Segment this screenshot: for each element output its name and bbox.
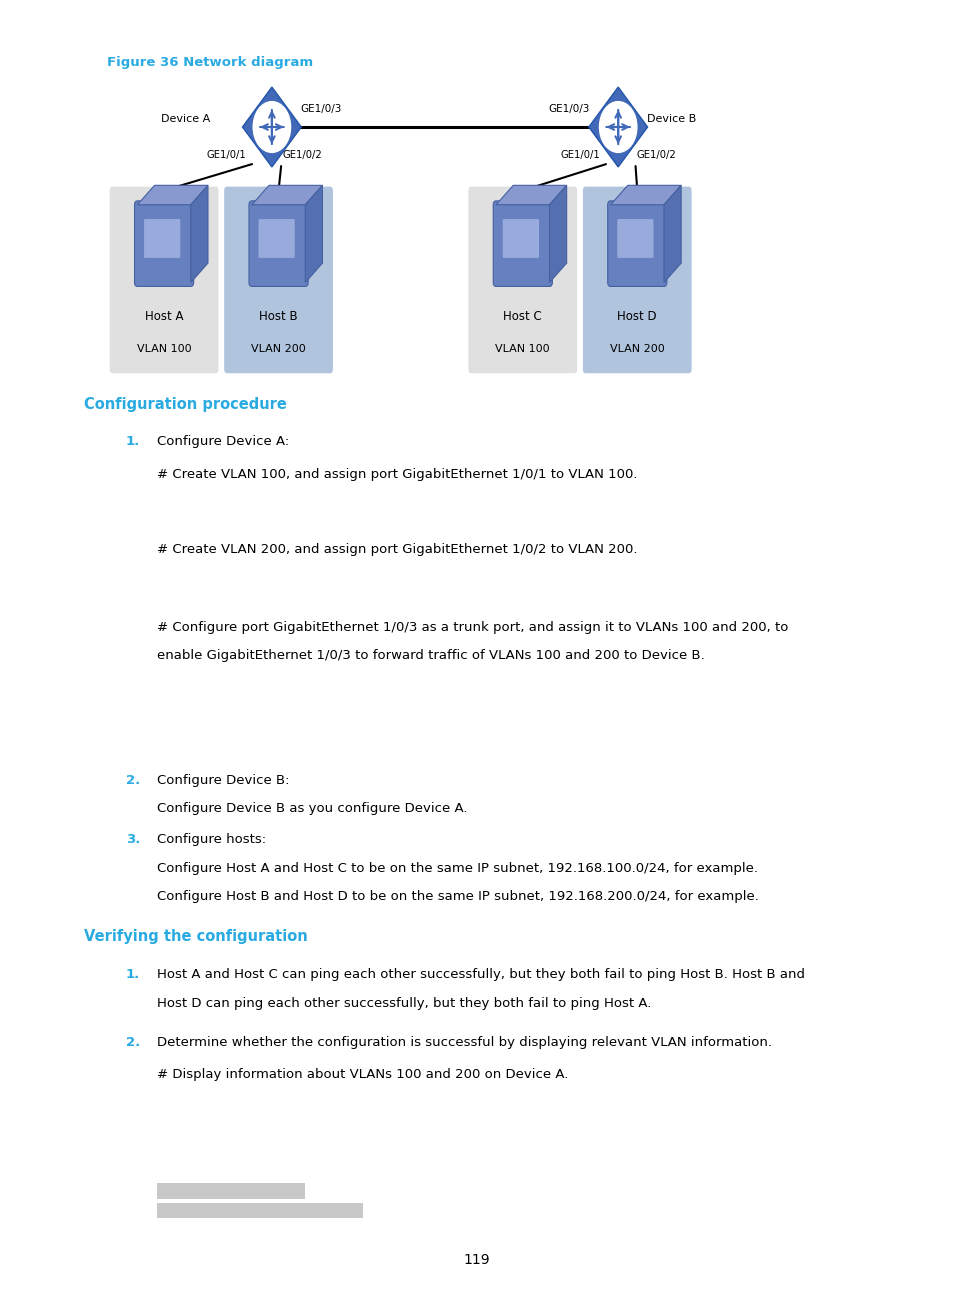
Polygon shape	[588, 87, 647, 167]
FancyBboxPatch shape	[157, 1203, 362, 1218]
Text: VLAN 200: VLAN 200	[609, 343, 664, 354]
Text: 3.: 3.	[126, 833, 140, 846]
Text: 119: 119	[463, 1253, 490, 1267]
Polygon shape	[252, 185, 322, 205]
FancyBboxPatch shape	[617, 219, 653, 258]
Text: 1.: 1.	[126, 968, 140, 981]
FancyBboxPatch shape	[582, 187, 691, 373]
Text: Configure Device B:: Configure Device B:	[157, 774, 290, 787]
FancyBboxPatch shape	[224, 187, 333, 373]
Text: # Display information about VLANs 100 and 200 on Device A.: # Display information about VLANs 100 an…	[157, 1068, 568, 1081]
FancyBboxPatch shape	[110, 187, 218, 373]
Text: Device B: Device B	[646, 114, 696, 124]
Text: Configure hosts:: Configure hosts:	[157, 833, 266, 846]
Text: VLAN 100: VLAN 100	[136, 343, 192, 354]
FancyBboxPatch shape	[157, 1183, 305, 1199]
FancyBboxPatch shape	[607, 201, 666, 286]
Text: Configure Device B as you configure Device A.: Configure Device B as you configure Devi…	[157, 802, 467, 815]
Text: 2.: 2.	[126, 1036, 140, 1048]
Text: Determine whether the configuration is successful by displaying relevant VLAN in: Determine whether the configuration is s…	[157, 1036, 772, 1048]
FancyBboxPatch shape	[144, 219, 180, 258]
Text: VLAN 200: VLAN 200	[251, 343, 306, 354]
FancyBboxPatch shape	[258, 219, 294, 258]
Text: Host A and Host C can ping each other successfully, but they both fail to ping H: Host A and Host C can ping each other su…	[157, 968, 804, 981]
Text: # Configure port GigabitEthernet 1/0/3 as a trunk port, and assign it to VLANs 1: # Configure port GigabitEthernet 1/0/3 a…	[157, 621, 788, 634]
Text: Device A: Device A	[160, 114, 210, 124]
FancyBboxPatch shape	[134, 201, 193, 286]
Polygon shape	[549, 185, 566, 283]
Polygon shape	[242, 87, 301, 167]
Text: Configuration procedure: Configuration procedure	[84, 397, 287, 412]
Text: enable GigabitEthernet 1/0/3 to forward traffic of VLANs 100 and 200 to Device B: enable GigabitEthernet 1/0/3 to forward …	[157, 649, 704, 662]
Text: Verifying the configuration: Verifying the configuration	[84, 929, 308, 945]
Text: GE1/0/2: GE1/0/2	[282, 150, 322, 161]
Polygon shape	[663, 185, 680, 283]
Text: GE1/0/3: GE1/0/3	[300, 104, 341, 114]
Text: Configure Device A:: Configure Device A:	[157, 435, 290, 448]
Text: Host B: Host B	[259, 310, 297, 323]
FancyBboxPatch shape	[249, 201, 308, 286]
Polygon shape	[137, 185, 208, 205]
Circle shape	[253, 101, 291, 153]
Text: Configure Host A and Host C to be on the same IP subnet, 192.168.100.0/24, for e: Configure Host A and Host C to be on the…	[157, 862, 758, 875]
Text: GE1/0/2: GE1/0/2	[636, 150, 676, 161]
FancyBboxPatch shape	[502, 219, 538, 258]
Text: Host D: Host D	[617, 310, 657, 323]
Text: 1.: 1.	[126, 435, 140, 448]
Circle shape	[598, 101, 637, 153]
Polygon shape	[305, 185, 322, 283]
Text: VLAN 100: VLAN 100	[495, 343, 550, 354]
FancyBboxPatch shape	[468, 187, 577, 373]
Text: # Create VLAN 100, and assign port GigabitEthernet 1/0/1 to VLAN 100.: # Create VLAN 100, and assign port Gigab…	[157, 468, 638, 481]
Text: GE1/0/3: GE1/0/3	[548, 104, 589, 114]
Text: # Create VLAN 200, and assign port GigabitEthernet 1/0/2 to VLAN 200.: # Create VLAN 200, and assign port Gigab…	[157, 543, 638, 556]
Text: 2.: 2.	[126, 774, 140, 787]
Text: Host D can ping each other successfully, but they both fail to ping Host A.: Host D can ping each other successfully,…	[157, 997, 651, 1010]
Text: Host C: Host C	[503, 310, 541, 323]
Text: Figure 36 Network diagram: Figure 36 Network diagram	[107, 56, 313, 69]
Polygon shape	[610, 185, 680, 205]
Polygon shape	[496, 185, 566, 205]
Text: Host A: Host A	[145, 310, 183, 323]
FancyBboxPatch shape	[493, 201, 552, 286]
Polygon shape	[191, 185, 208, 283]
Text: Configure Host B and Host D to be on the same IP subnet, 192.168.200.0/24, for e: Configure Host B and Host D to be on the…	[157, 890, 759, 903]
Text: GE1/0/1: GE1/0/1	[559, 150, 599, 161]
Text: GE1/0/1: GE1/0/1	[206, 150, 246, 161]
